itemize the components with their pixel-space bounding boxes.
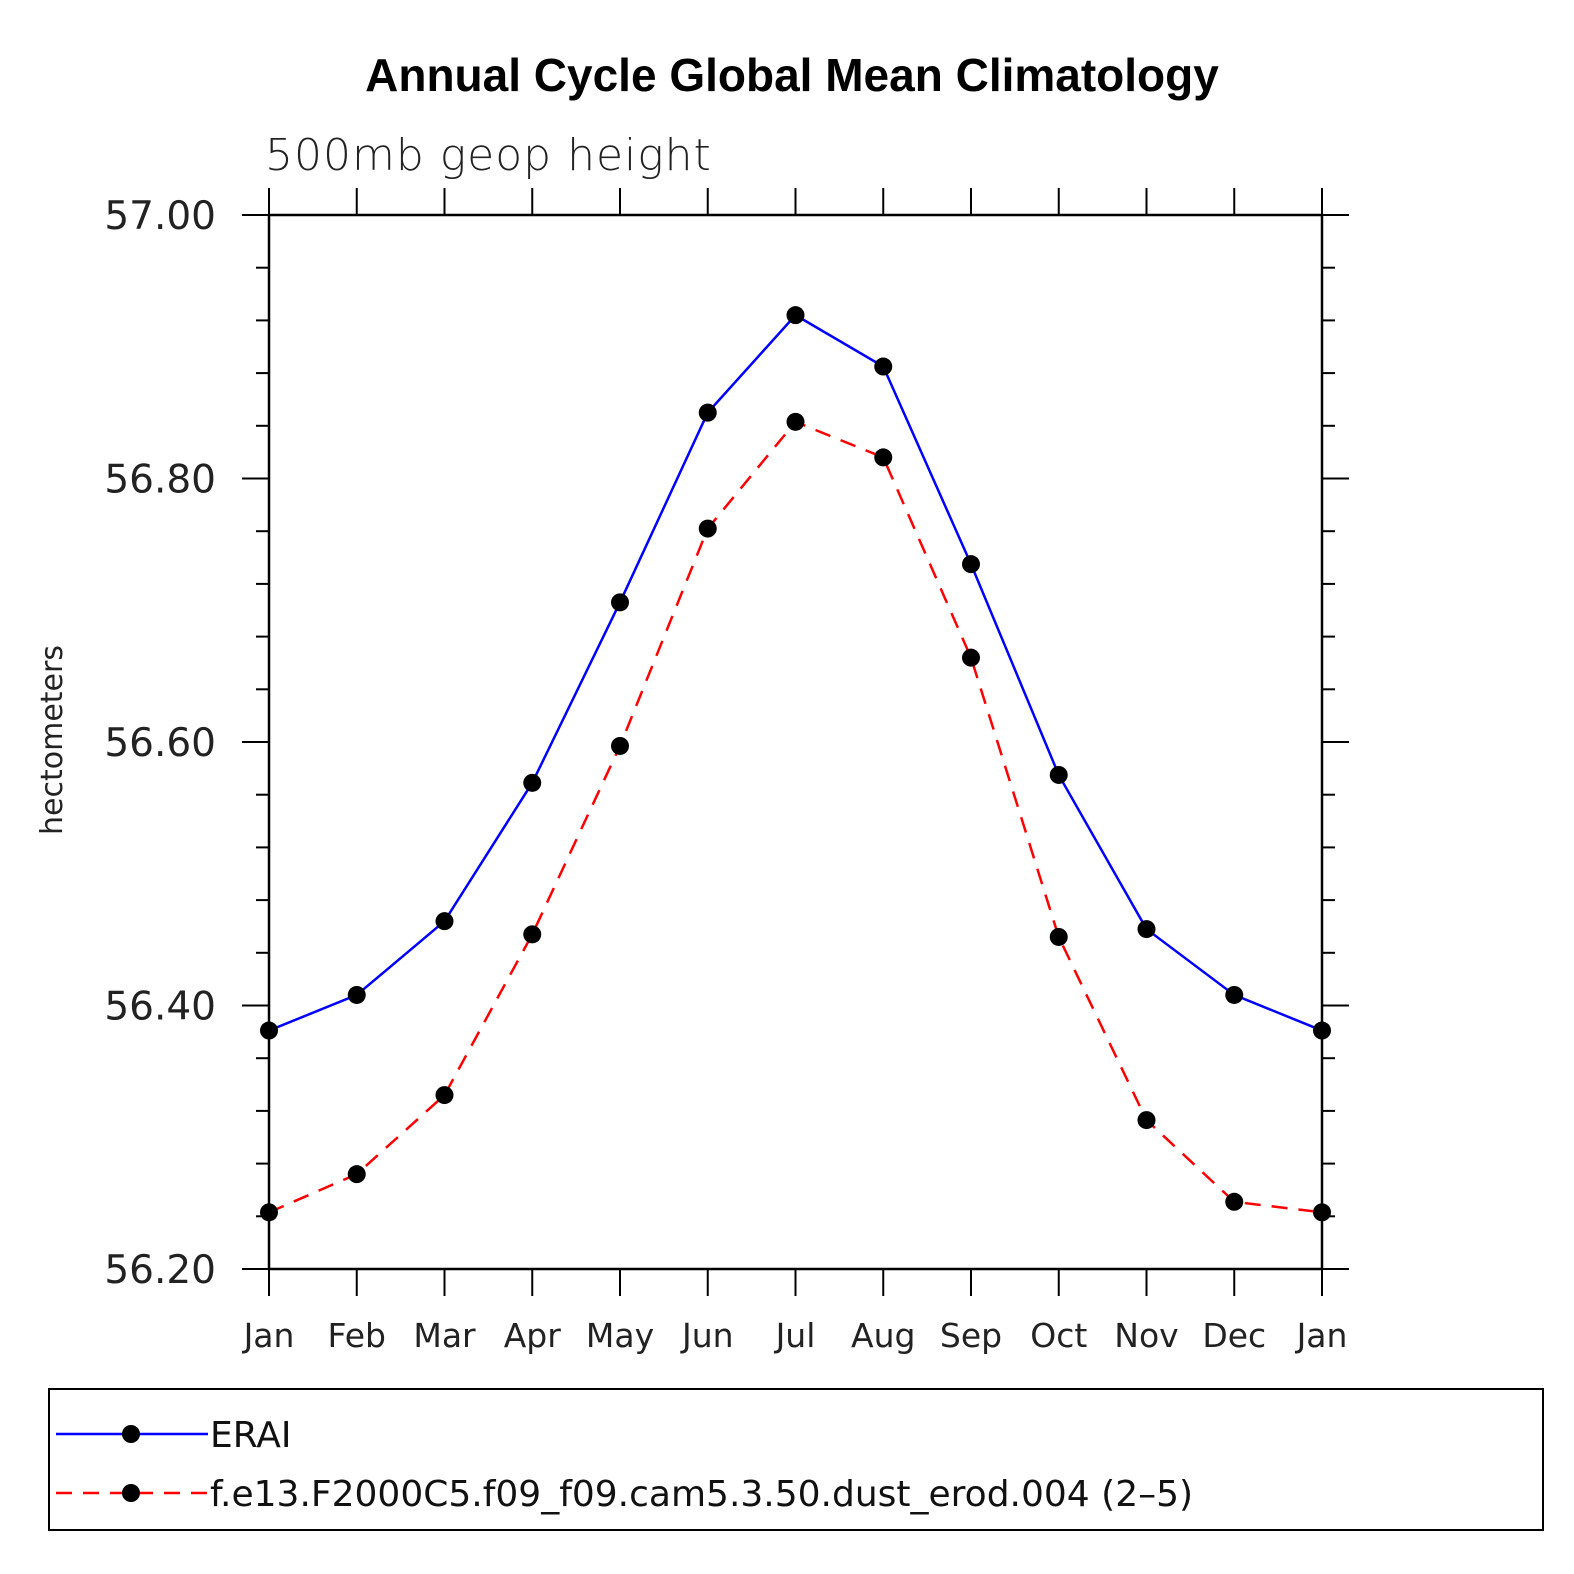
data-point-series-1 (1225, 985, 1244, 1004)
legend-frame (48, 1388, 1544, 1531)
series-line-2 (268, 420, 1323, 1214)
data-point-series-2 (698, 519, 717, 538)
data-point-series-2 (523, 925, 542, 944)
axis-ticks (242, 188, 1349, 1296)
data-point-series-1 (260, 1021, 278, 1040)
data-point-series-1 (523, 773, 542, 792)
chart-title: Annual Cycle Global Mean Climatology (365, 49, 1219, 101)
x-tick-label: Aug (851, 1316, 915, 1355)
legend-marker-1 (122, 1425, 140, 1443)
data-point-series-2 (435, 1086, 454, 1105)
x-tick-label: Jun (680, 1316, 734, 1355)
data-point-series-2 (786, 412, 805, 431)
data-point-series-1 (347, 985, 366, 1004)
data-point-series-1 (1313, 1021, 1331, 1040)
x-tick-label: Feb (328, 1316, 386, 1355)
data-point-series-2 (962, 648, 980, 667)
chart-subtitle: 500mb geop height (265, 130, 712, 181)
x-tick-label: Jul (774, 1316, 816, 1355)
data-point-series-2 (1225, 1192, 1244, 1211)
x-tick-label: Nov (1114, 1316, 1178, 1355)
y-tick-label: 56.60 (104, 721, 216, 766)
y-tick-label: 56.20 (104, 1248, 216, 1293)
data-point-series-1 (698, 403, 717, 422)
legend-entries: ERAI f.e13.F2000C5.f09_f09.cam5.3.50.dust… (56, 1415, 1193, 1515)
data-point-series-2 (1049, 927, 1068, 946)
x-tick-label: May (586, 1316, 654, 1355)
data-point-series-2 (260, 1203, 278, 1222)
series-layer (260, 306, 1331, 1222)
legend-marker-2 (122, 1484, 140, 1502)
x-tick-labels: Jan Feb Mar Apr May Jun Jul Aug Sep Oct Nov Dec Jan (242, 1316, 1348, 1355)
data-point-series-2 (874, 448, 893, 467)
y-axis-label: hectometers (35, 645, 70, 835)
x-tick-label: Mar (413, 1316, 476, 1355)
x-tick-label: Sep (940, 1316, 1002, 1355)
x-tick-label: Dec (1202, 1316, 1266, 1355)
data-point-series-1 (1049, 765, 1068, 784)
x-tick-label: Jan (242, 1316, 295, 1355)
data-point-series-2 (611, 736, 629, 755)
data-point-series-1 (962, 555, 980, 574)
legend-label-2: f.e13.F2000C5.f09_f09.cam5.3.50.dust_ero… (210, 1474, 1193, 1515)
x-tick-label: Apr (504, 1316, 562, 1355)
y-tick-label: 56.80 (104, 458, 216, 503)
legend: ERAI f.e13.F2000C5.f09_f09.cam5.3.50.dust… (48, 1388, 1544, 1531)
data-point-series-1 (611, 593, 629, 612)
y-tick-label: 56.40 (104, 985, 216, 1030)
data-point-series-1 (786, 306, 805, 325)
legend-label-1: ERAI (210, 1415, 292, 1456)
data-point-series-2 (1313, 1203, 1331, 1222)
x-tick-label: Oct (1030, 1316, 1087, 1355)
data-point-series-1 (435, 912, 454, 931)
data-point-series-1 (1137, 920, 1156, 939)
data-point-series-1 (874, 357, 893, 376)
plot-frame (267, 213, 1324, 1271)
y-tick-labels: 56.20 56.40 56.60 56.80 57.00 (104, 194, 216, 1293)
data-point-series-2 (347, 1165, 366, 1184)
y-tick-label: 57.00 (104, 194, 216, 239)
data-point-series-2 (1137, 1111, 1156, 1130)
x-tick-label: Jan (1295, 1316, 1348, 1355)
